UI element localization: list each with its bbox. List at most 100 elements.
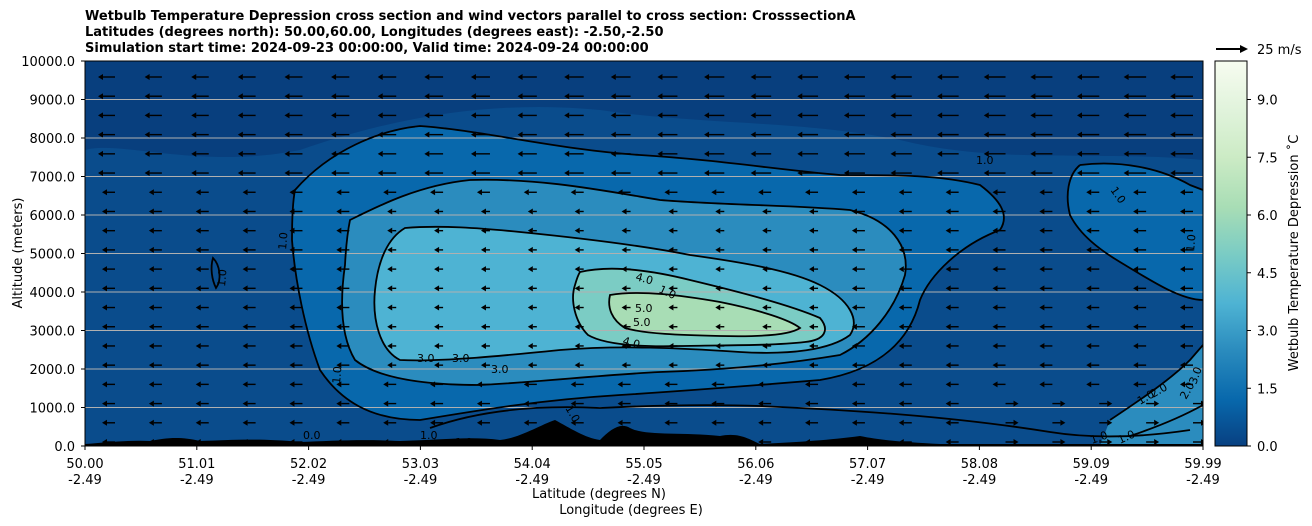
contour-line-4 bbox=[572, 267, 826, 348]
contour-line-1-left bbox=[210, 256, 221, 290]
wind-vector bbox=[1086, 304, 1100, 311]
wind-vector bbox=[657, 150, 678, 157]
wind-vector bbox=[890, 74, 912, 80]
x-tick-label-lon: -2.49 bbox=[851, 473, 885, 488]
wind-vector bbox=[424, 112, 444, 119]
y-axis: 0.0 1000.0 2000.0 3000.0 4000.0 5000.0 6000.0 7… bbox=[21, 55, 85, 455]
wind-vector bbox=[527, 285, 537, 292]
wind-vector bbox=[809, 342, 819, 349]
wind-vector bbox=[1133, 362, 1147, 369]
contour-fill-5 bbox=[609, 292, 800, 337]
wind-vector bbox=[476, 419, 490, 426]
wind-vector bbox=[331, 131, 350, 138]
wind-vector bbox=[890, 150, 912, 157]
wind-vector bbox=[890, 131, 912, 138]
wind-vector bbox=[715, 304, 725, 311]
wind-vector bbox=[570, 419, 584, 426]
wind-vector bbox=[195, 304, 209, 311]
colorbar-tick-label: 0.0 bbox=[1257, 440, 1278, 455]
wind-vector bbox=[1030, 74, 1053, 80]
wind-vector bbox=[102, 189, 115, 196]
wind-vector bbox=[102, 285, 115, 292]
wind-vector bbox=[1133, 342, 1147, 349]
wind-vector bbox=[711, 419, 725, 426]
wind-vector bbox=[898, 189, 912, 196]
wind-vector bbox=[704, 150, 725, 157]
y-tick-label: 1000.0 bbox=[30, 402, 76, 417]
wind-vector bbox=[242, 419, 256, 426]
wind-vector bbox=[144, 74, 162, 80]
wind-vector bbox=[336, 189, 350, 196]
wind-vector bbox=[898, 419, 912, 426]
wind-vector bbox=[195, 323, 209, 330]
wind-vector bbox=[851, 189, 865, 196]
wind-vector bbox=[668, 362, 678, 369]
wind-vector bbox=[937, 93, 959, 100]
contour-label: 4.0 bbox=[621, 334, 641, 351]
wind-vector bbox=[1086, 285, 1100, 292]
wind-vector bbox=[148, 381, 162, 388]
wind-vector bbox=[195, 285, 209, 292]
contour-label: 1.0 bbox=[1089, 429, 1110, 447]
wind-vector bbox=[570, 381, 584, 388]
wind-vector bbox=[797, 112, 819, 119]
wind-vector bbox=[574, 362, 584, 369]
wind-vector bbox=[1170, 131, 1193, 138]
wind-vector bbox=[664, 381, 678, 388]
y-tick-label: 2000.0 bbox=[30, 363, 76, 378]
wind-vector bbox=[758, 189, 772, 196]
wind-vector bbox=[809, 323, 819, 330]
wind-vector bbox=[843, 93, 865, 100]
wind-vector bbox=[621, 227, 631, 234]
wind-vector bbox=[1039, 266, 1053, 273]
wind-vector bbox=[762, 227, 772, 234]
wind-vector bbox=[1030, 112, 1053, 119]
wind-vector bbox=[574, 266, 584, 273]
wind-vector bbox=[704, 93, 725, 100]
contour-label: 5.0 bbox=[633, 316, 651, 329]
wind-vector bbox=[191, 131, 209, 138]
x-tick-label-lon: -2.49 bbox=[739, 473, 773, 488]
wind-vector bbox=[704, 112, 725, 119]
wind-vector bbox=[430, 419, 444, 426]
wind-vector bbox=[1039, 304, 1053, 311]
wind-vector bbox=[945, 439, 959, 445]
wind-vector bbox=[476, 400, 490, 407]
wind-vector bbox=[527, 246, 537, 253]
wind-vector bbox=[237, 112, 256, 119]
wind-vector bbox=[517, 93, 537, 100]
wind-vector bbox=[242, 208, 256, 215]
wind-vector bbox=[610, 93, 631, 100]
wind-vector bbox=[797, 74, 819, 80]
wind-vector bbox=[102, 342, 115, 349]
wind-vector bbox=[890, 112, 912, 119]
wind-vector bbox=[242, 246, 256, 253]
wind-vector bbox=[383, 419, 397, 426]
y-tick-label: 3000.0 bbox=[30, 325, 76, 340]
wind-vector bbox=[148, 323, 162, 330]
wind-vector bbox=[242, 400, 256, 407]
wind-vector bbox=[434, 362, 444, 369]
wind-vector bbox=[564, 150, 584, 157]
wind-vector bbox=[527, 362, 537, 369]
wind-vector bbox=[983, 170, 1006, 177]
x-tick-label-lat: 56.06 bbox=[737, 457, 774, 472]
wind-vector bbox=[657, 74, 678, 80]
wind-vector bbox=[102, 323, 115, 330]
wind-vector bbox=[664, 439, 678, 445]
wind-vector bbox=[1077, 74, 1100, 80]
wind-vector bbox=[1099, 400, 1113, 407]
wind-vector bbox=[284, 150, 303, 157]
wind-vector bbox=[762, 285, 772, 292]
wind-vector bbox=[1086, 189, 1100, 196]
wind-vector bbox=[191, 112, 209, 119]
wind-vector bbox=[470, 150, 490, 157]
wind-vector bbox=[470, 112, 490, 119]
wind-vector bbox=[148, 189, 162, 196]
wind-vector bbox=[242, 266, 256, 273]
wind-vector bbox=[898, 400, 912, 407]
wind-vector bbox=[387, 304, 397, 311]
wind-vector bbox=[527, 266, 537, 273]
terrain bbox=[85, 420, 1203, 446]
